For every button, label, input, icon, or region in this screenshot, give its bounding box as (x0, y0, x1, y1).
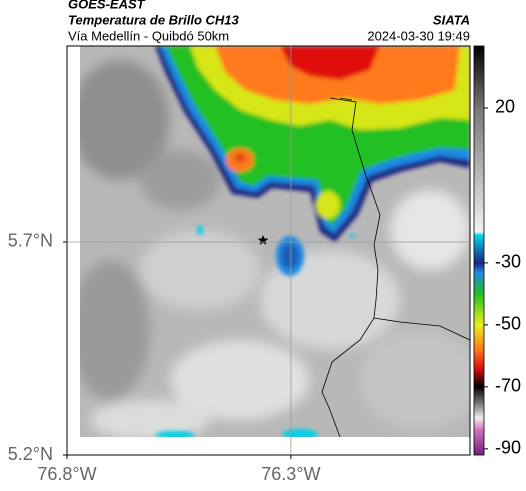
timestamp: 2024-03-30 19:49 (367, 28, 470, 43)
colorbar (473, 45, 485, 456)
satellite-image (80, 46, 470, 437)
map-frame (66, 45, 471, 456)
lon-tick-label: 76.3°W (261, 464, 320, 484)
region-label: Vía Medellín - Quibdó 50km (68, 28, 229, 43)
product-title: Temperatura de Brillo CH13 (68, 12, 240, 27)
colorbar-tick-label: -30 (495, 252, 521, 272)
agency: SIATA (433, 12, 470, 27)
colorbar-tick-label: -90 (495, 438, 521, 458)
colorbar-tick-label: -70 (495, 376, 521, 396)
colorbar-tick-label: -50 (495, 314, 521, 334)
satellite-name: GOES-EAST (68, 0, 146, 11)
lat-tick-label: 5.7°N (8, 231, 53, 251)
map-axes: 76.8°W 76.3°W 5.2°N 5.7°N (8, 46, 470, 484)
colorbar-tick-label: 20 (495, 97, 515, 117)
lat-tick-label: 5.2°N (8, 444, 53, 464)
lon-tick-label: 76.8°W (37, 464, 96, 484)
